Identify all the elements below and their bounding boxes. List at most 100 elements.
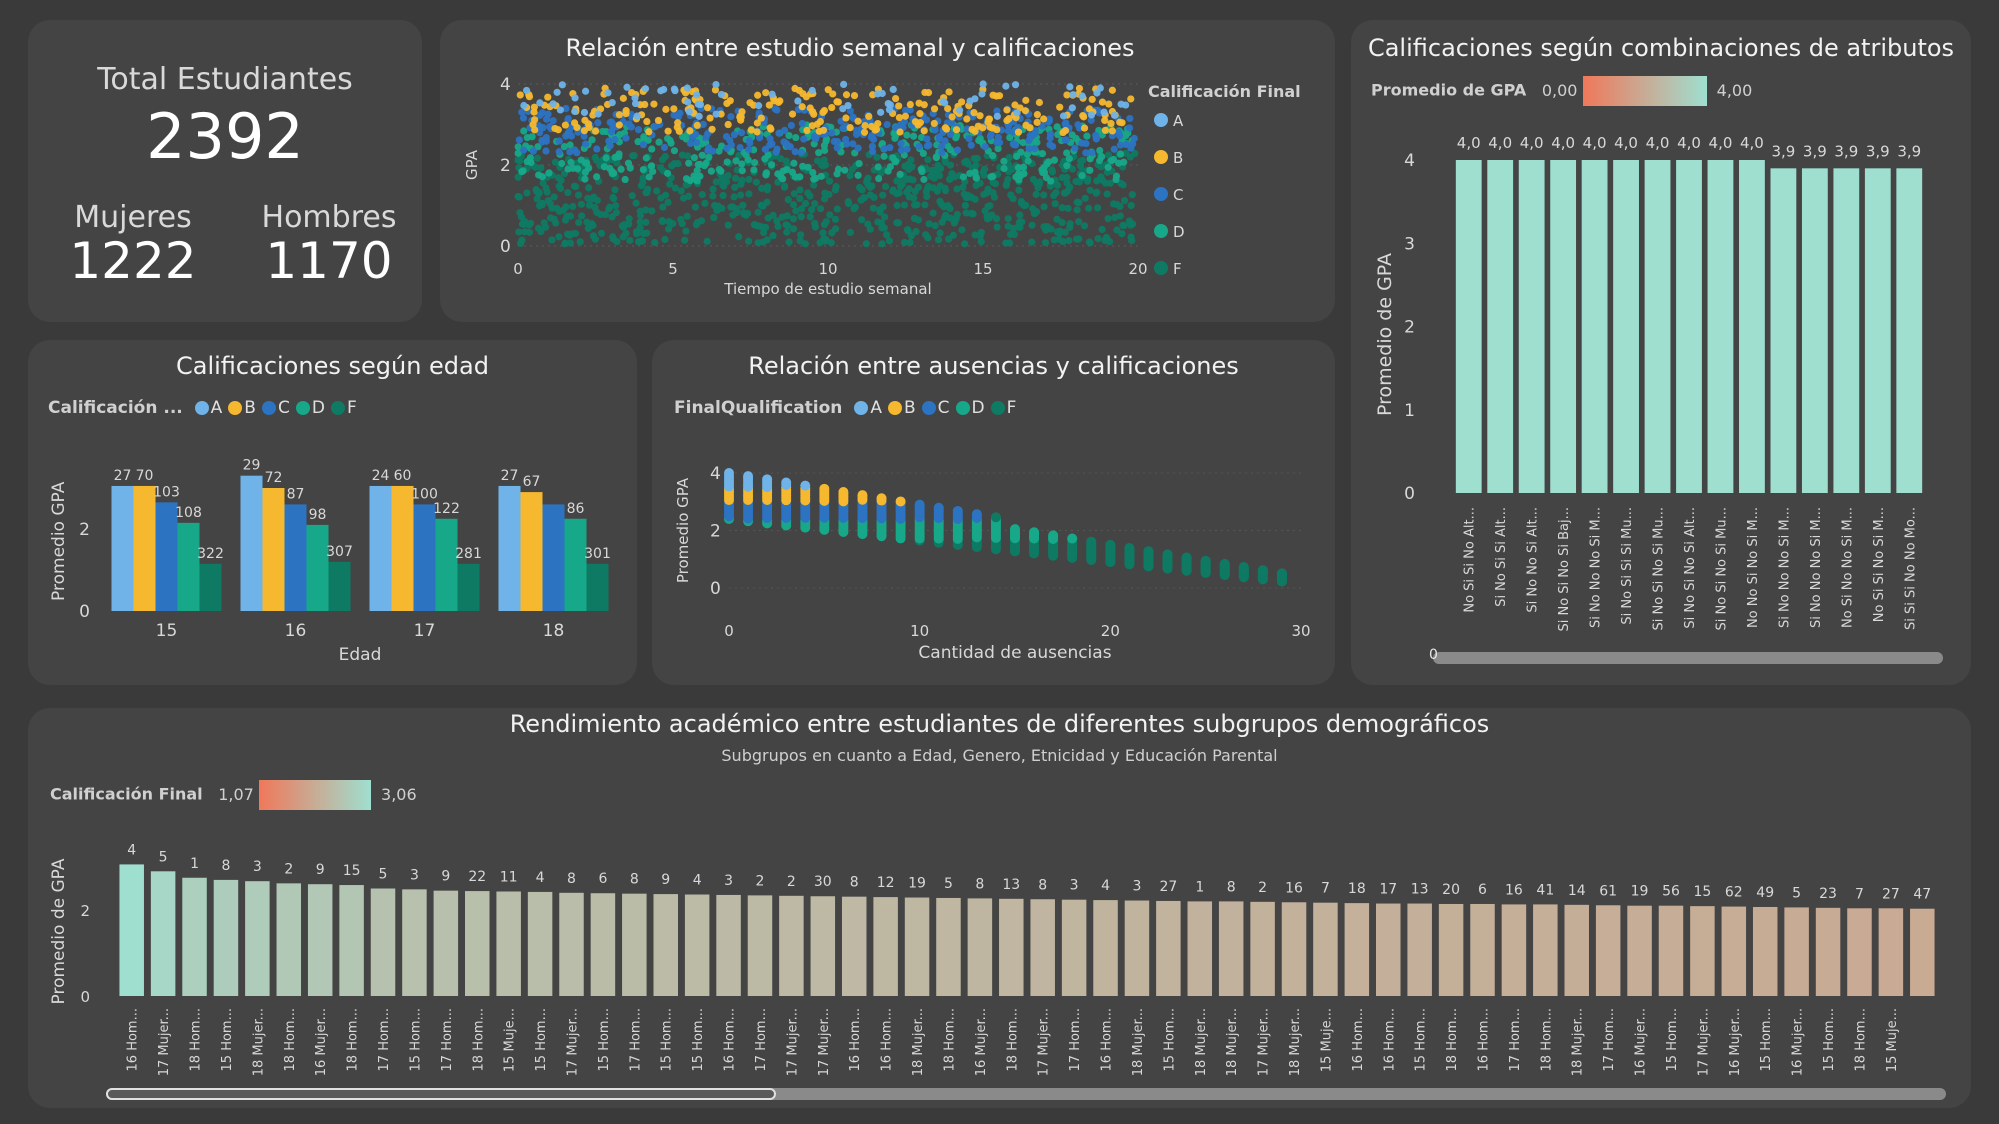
scatter-point xyxy=(844,101,852,110)
scatter-point xyxy=(709,185,717,193)
scatter-point xyxy=(909,132,918,140)
scatter-point xyxy=(1038,122,1046,130)
subgroup-bar xyxy=(433,890,459,996)
legend-item-a[interactable]: A xyxy=(854,398,882,418)
scatter-point xyxy=(696,172,704,180)
x-tick-label: 10 xyxy=(818,260,837,278)
scatter-point xyxy=(953,185,961,193)
scatter-point xyxy=(1007,191,1015,199)
scatter-point xyxy=(555,148,563,156)
study-scatter-plot[interactable]: GPA 0 2 4 0 5 10 15 20 Tiempo de estudio semanal… xyxy=(440,20,1335,322)
combos-bar-chart[interactable]: 0 1 2 3 4 Promedio de GPA 4,0 No Si Si No Alt..… xyxy=(1351,20,1971,685)
scatter-point xyxy=(1072,177,1080,186)
scatter-point xyxy=(1046,141,1054,149)
age-card[interactable]: Calificaciones según edad Calificación .… xyxy=(28,340,637,685)
scatter-point xyxy=(629,152,637,160)
scatter-point xyxy=(562,132,570,140)
category-label: 15 Hom... xyxy=(220,1008,235,1071)
scatter-point xyxy=(584,224,592,232)
subgroup-bar xyxy=(653,894,678,996)
scatter-point xyxy=(825,190,833,199)
scatter-point xyxy=(783,228,791,236)
scatter-point xyxy=(1131,149,1139,158)
legend-item-d[interactable]: D xyxy=(295,398,325,418)
scatter-point xyxy=(843,140,851,148)
category-label: 17 Hom... xyxy=(1508,1008,1523,1071)
scatter-point xyxy=(1069,91,1077,99)
category-label: Si No No No Si M... xyxy=(1589,507,1604,628)
category-label: 16 Hom... xyxy=(1100,1008,1115,1071)
scatter-point xyxy=(869,148,877,156)
scatter-point xyxy=(621,175,629,184)
scatter-point xyxy=(736,143,744,152)
combos-card[interactable]: Calificaciones según combinaciones de at… xyxy=(1351,20,1971,685)
scatter-point xyxy=(529,147,537,155)
category-label: Si No No No Si M... xyxy=(1777,507,1792,628)
legend-label-d: D xyxy=(1173,223,1185,241)
scatter-point xyxy=(811,219,819,227)
scatter-point xyxy=(783,212,791,220)
subgroup-bar xyxy=(1470,903,1495,996)
legend-item-b[interactable]: B xyxy=(887,398,916,418)
scatter-point xyxy=(782,221,790,229)
scatter-point xyxy=(1016,211,1024,219)
subgroups-bar-chart[interactable]: 0 2 Promedio de GPA 4 16 Hom... 5 17 Mujer... 1… xyxy=(28,708,1971,1108)
scatter-point xyxy=(571,229,580,238)
legend-item-c[interactable]: C xyxy=(261,398,290,418)
scatter-point xyxy=(732,157,740,165)
scatter-point xyxy=(796,194,804,203)
legend-item-f[interactable]: F xyxy=(990,398,1016,418)
bar-data-label: 27 xyxy=(1159,879,1177,895)
category-label: 16 Hom... xyxy=(723,1008,738,1071)
legend-item-b[interactable]: B xyxy=(228,398,256,418)
scatter-point xyxy=(1101,126,1109,134)
bar-data-label: 4,0 xyxy=(1520,134,1544,152)
x-tick-label: 5 xyxy=(668,260,678,278)
bar-data-label: 87 xyxy=(287,486,305,502)
kpi-card: Total Estudiantes 2392 Mujeres 1222 Homb… xyxy=(28,20,422,322)
bar-data-label: 3 xyxy=(1070,878,1079,894)
legend-dot-f xyxy=(1154,261,1168,275)
scatter-point xyxy=(1041,239,1050,247)
legend-min: 1,07 xyxy=(218,784,254,804)
subgroups-scroll-thumb[interactable] xyxy=(106,1088,776,1100)
scatter-point xyxy=(1013,109,1021,117)
scatter-point xyxy=(539,179,547,187)
scatter-point xyxy=(633,112,641,120)
legend-item-d[interactable]: D xyxy=(955,398,985,418)
category-label: 17 Mujer... xyxy=(1257,1008,1272,1076)
scatter-point xyxy=(538,173,546,181)
legend-item-a[interactable]: A xyxy=(194,398,222,418)
bar-data-label: 27 xyxy=(1882,886,1900,902)
scatter-point xyxy=(608,128,616,136)
scatter-point xyxy=(1000,157,1008,165)
scatter-point xyxy=(553,88,561,96)
category-label: 18 Hom... xyxy=(942,1008,957,1071)
study-scatter-card[interactable]: Relación entre estudio semanal y calific… xyxy=(440,20,1335,322)
subgroup-bar xyxy=(1564,904,1589,996)
subgroup-bar xyxy=(1501,904,1527,996)
scatter-point xyxy=(897,140,905,148)
legend-item-c[interactable]: C xyxy=(921,398,950,418)
age-bar-f xyxy=(586,563,609,611)
legend-item-f[interactable]: F xyxy=(330,398,357,418)
absences-scatter-plot[interactable]: 0 2 4 0 10 20 30 Cantidad de ausencias Promedio … xyxy=(652,340,1335,685)
subgroups-card[interactable]: Rendimiento académico entre estudiantes … xyxy=(28,708,1971,1108)
scatter-point xyxy=(596,210,605,219)
scroll-start-label: 0 xyxy=(1429,647,1438,663)
bar-data-label: 4 xyxy=(1101,878,1110,894)
scatter-point xyxy=(743,471,754,482)
scatter-point xyxy=(661,152,669,161)
scatter-point xyxy=(698,151,706,159)
scatter-point xyxy=(797,212,805,221)
combos-scrollbar[interactable] xyxy=(1433,652,1943,664)
scatter-point xyxy=(704,104,712,112)
scatter-point xyxy=(889,186,897,194)
combo-bar xyxy=(1581,160,1608,493)
scatter-point xyxy=(561,239,569,247)
scatter-point xyxy=(993,107,1001,115)
combo-bar xyxy=(1613,160,1639,493)
absences-card[interactable]: Relación entre ausencias y calificacione… xyxy=(652,340,1335,685)
scatter-point xyxy=(892,94,900,103)
